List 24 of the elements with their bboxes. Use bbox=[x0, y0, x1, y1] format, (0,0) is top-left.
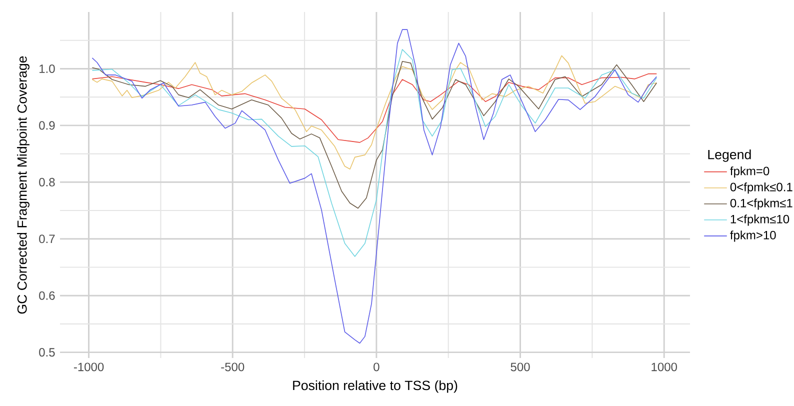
x-tick-label: -1000 bbox=[74, 362, 104, 372]
y-axis-title: GC Corrected Fragment Midpoint Coverage bbox=[17, 56, 30, 314]
y-tick-label: 0.6 bbox=[39, 291, 55, 300]
legend-label: 0<fpmk≤0.1 bbox=[730, 182, 792, 194]
x-tick-label: 500 bbox=[510, 362, 530, 372]
x-tick-label: -500 bbox=[221, 362, 244, 372]
line-series bbox=[92, 55, 658, 170]
legend-label: fpkm=0 bbox=[730, 166, 770, 178]
line-series bbox=[92, 60, 658, 209]
y-tick-label: 0.7 bbox=[39, 234, 55, 244]
line-series bbox=[92, 73, 658, 143]
line-series bbox=[92, 49, 658, 257]
line-series bbox=[92, 29, 658, 344]
legend-label: 0.1<fpkm≤1 bbox=[730, 198, 792, 210]
y-tick-label: 0.8 bbox=[39, 178, 55, 186]
x-axis-title: Position relative to TSS (bp) bbox=[293, 380, 458, 393]
legend-label: 1<fpkm≤10 bbox=[730, 214, 790, 226]
y-tick-label: 0.9 bbox=[39, 121, 55, 130]
y-tick-label: 1.0 bbox=[40, 64, 55, 73]
legend-title: Legend bbox=[708, 149, 751, 162]
x-tick-label: 0 bbox=[374, 362, 380, 372]
legend-label: fpkm>10 bbox=[730, 230, 776, 242]
x-tick-label: 1000 bbox=[652, 362, 677, 372]
y-tick-label: 0.5 bbox=[39, 348, 55, 357]
